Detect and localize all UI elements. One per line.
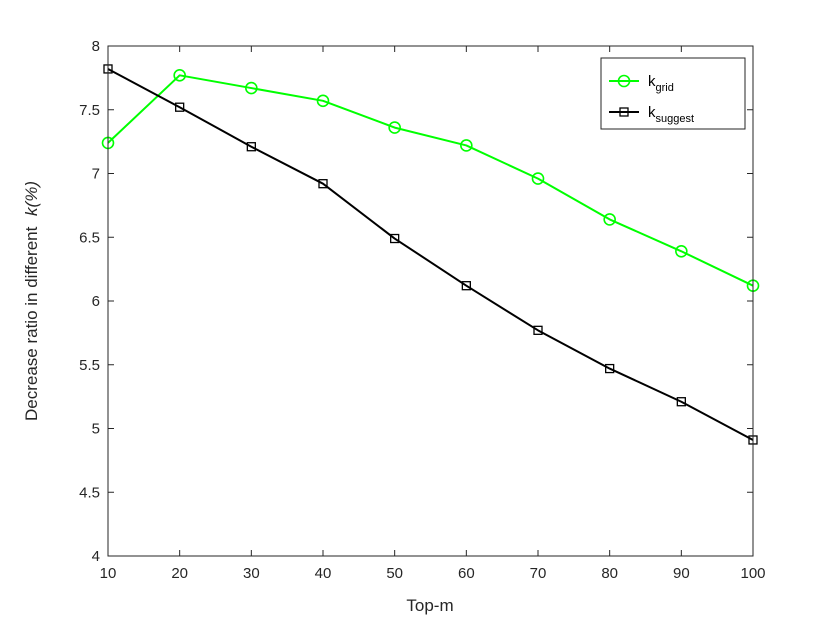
- y-tick-label: 8: [92, 38, 100, 55]
- x-tick-label: 40: [315, 565, 332, 582]
- data-point-grid: [603, 213, 616, 226]
- data-point-suggest: [461, 281, 471, 291]
- data-point-suggest: [390, 233, 400, 244]
- data-point-grid: [173, 69, 186, 82]
- series-layer: [101, 64, 760, 445]
- series-line-grid: [107, 74, 754, 287]
- data-point-suggest: [246, 142, 256, 152]
- x-tick-label: 80: [601, 565, 618, 582]
- x-tick-label: 100: [740, 565, 765, 582]
- data-point-grid: [675, 244, 688, 258]
- data-point-suggest: [175, 102, 185, 112]
- y-tick-label: 4: [92, 548, 100, 565]
- legend-grid-base: k: [648, 73, 656, 90]
- axis-tick-labels: 10 20 30 40 50 60 70 80 90 100 4 4.5 5 5.5 6 6.5 7 7.5 8: [79, 38, 765, 582]
- data-point-grid: [531, 172, 545, 185]
- x-tick-label: 30: [243, 565, 260, 582]
- y-axis-title-main: Decrease ratio in different: [22, 226, 41, 421]
- data-point-suggest: [605, 363, 615, 374]
- series-line-suggest: [107, 68, 754, 441]
- y-tick-label: 6: [92, 293, 100, 310]
- x-tick-label: 10: [100, 565, 117, 582]
- y-axis-title-variable: k(%): [22, 181, 41, 216]
- x-tick-label: 90: [673, 565, 690, 582]
- data-point-grid: [245, 81, 258, 95]
- y-tick-label: 7: [92, 166, 100, 183]
- legend-grid-label: kgrid: [648, 73, 674, 94]
- y-tick-label: 7.5: [79, 102, 100, 119]
- legend-box: [600, 57, 746, 130]
- y-axis-title: Decrease ratio in different k(%): [22, 181, 41, 421]
- x-tick-label: 50: [386, 565, 403, 582]
- plot-frame: [107, 45, 754, 557]
- data-point-suggest: [676, 397, 686, 407]
- series-suggest: [103, 64, 758, 445]
- legend-suggest-sub: suggest: [656, 113, 695, 125]
- x-tick-label: 60: [458, 565, 475, 582]
- y-tick-label: 6.5: [79, 229, 100, 246]
- x-tick-label: 70: [530, 565, 547, 582]
- svg-text:Decrease ratio in different: Decrease ratio in different k(%): [22, 181, 41, 421]
- legend: kgrid ksuggest: [600, 57, 746, 130]
- legend-suggest-marker: [619, 107, 629, 117]
- data-point-suggest: [318, 179, 328, 189]
- series-grid: [101, 69, 760, 293]
- y-tick-label: 4.5: [79, 484, 100, 501]
- legend-grid-marker: [617, 74, 631, 88]
- legend-grid-sub: grid: [656, 82, 674, 94]
- legend-suggest-label: ksuggest: [648, 104, 694, 125]
- data-point-grid: [316, 94, 330, 108]
- y-tick-label: 5: [92, 421, 100, 438]
- legend-suggest-base: k: [648, 104, 656, 121]
- data-point-grid: [460, 139, 473, 152]
- x-axis-title: Top-m: [406, 596, 453, 615]
- data-point-grid: [388, 121, 401, 134]
- data-point-suggest: [533, 325, 543, 335]
- y-tick-label: 5.5: [79, 357, 100, 374]
- x-tick-label: 20: [171, 565, 188, 582]
- plot-area: [108, 46, 753, 556]
